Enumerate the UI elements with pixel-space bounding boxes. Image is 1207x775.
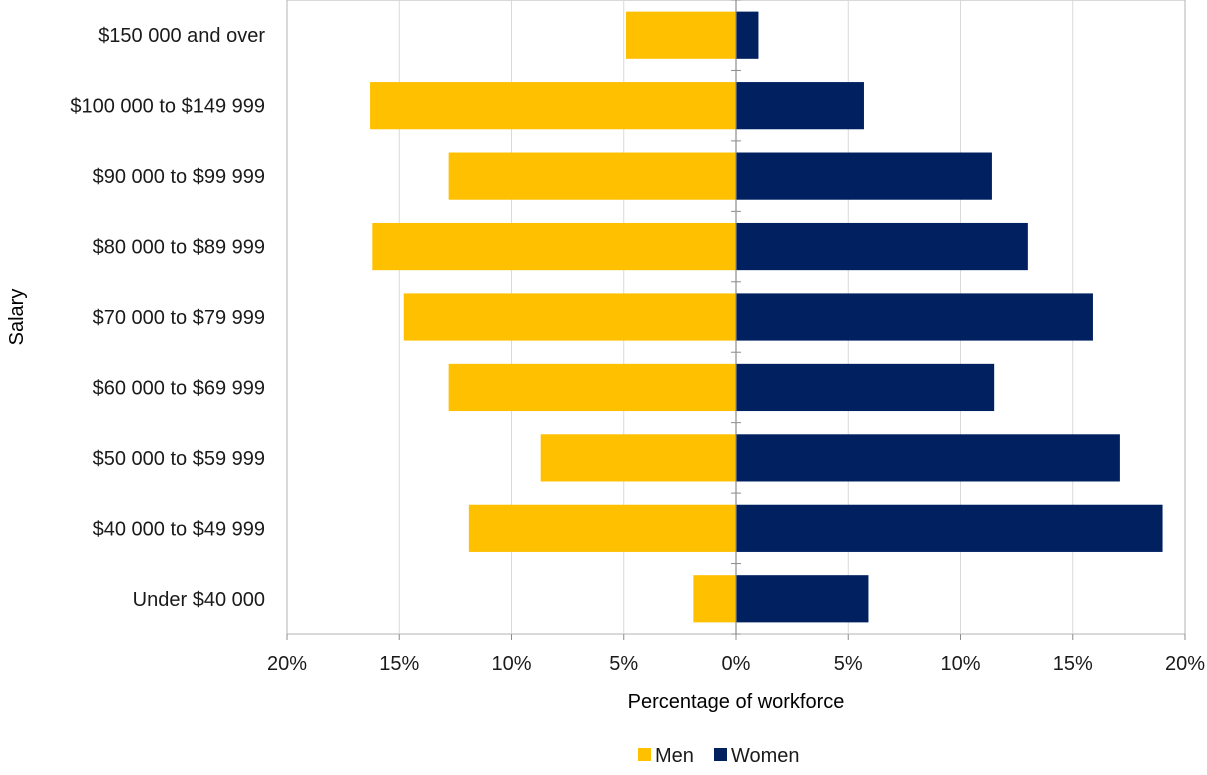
bar-men-5 [448,363,736,412]
category-label-1: $100 000 to $149 999 [70,96,265,118]
bar-women-6 [736,434,1120,482]
category-label-5: $60 000 to $69 999 [93,377,265,399]
axes [286,0,1186,640]
bar-men-8 [693,575,736,623]
x-tick-label-2: 10% [491,653,531,675]
category-label-2: $90 000 to $99 999 [93,166,265,188]
bar-women-0 [736,11,759,59]
bar-women-2 [736,152,992,200]
x-tick-label-7: 15% [1053,653,1093,675]
legend-label-women: Women [731,745,800,767]
category-label-6: $50 000 to $59 999 [93,448,265,470]
bar-women-5 [736,363,995,412]
x-tick-label-1: 15% [379,653,419,675]
bar-women-3 [736,222,1028,271]
x-tick-label-4: 0% [722,653,751,675]
category-label-7: $40 000 to $49 999 [93,518,265,540]
legend-swatch-women [714,748,727,761]
bar-women-8 [736,575,869,623]
bars [370,11,1163,623]
bar-women-7 [736,504,1163,552]
bar-women-4 [736,293,1093,341]
bar-men-1 [370,82,736,130]
bar-men-6 [540,434,736,482]
bar-men-3 [372,222,736,271]
x-axis-title: Percentage of workforce [628,691,845,713]
category-label-0: $150 000 and over [98,25,265,47]
legend: Men Women [638,745,800,767]
legend-swatch-men [638,748,651,761]
x-tick-label-6: 10% [940,653,980,675]
x-tick-label-0: 20% [267,653,307,675]
x-tick-label-5: 5% [834,653,863,675]
category-labels: $150 000 and over $100 000 to $149 999 $90… [70,25,265,611]
bar-men-4 [403,293,736,341]
category-label-8: Under $40 000 [133,589,265,611]
x-tick-label-3: 5% [609,653,638,675]
y-axis-title: Salary [6,289,28,346]
bar-men-0 [625,11,736,59]
x-tick-label-8: 20% [1165,653,1205,675]
bar-women-1 [736,82,864,130]
bar-men-7 [468,504,736,552]
x-tick-labels: 20% 15% 10% 5% 0% 5% 10% 15% 20% [267,653,1205,675]
legend-label-men: Men [655,745,694,767]
bar-men-2 [448,152,736,200]
category-label-4: $70 000 to $79 999 [93,307,265,329]
category-label-3: $80 000 to $89 999 [93,237,265,259]
